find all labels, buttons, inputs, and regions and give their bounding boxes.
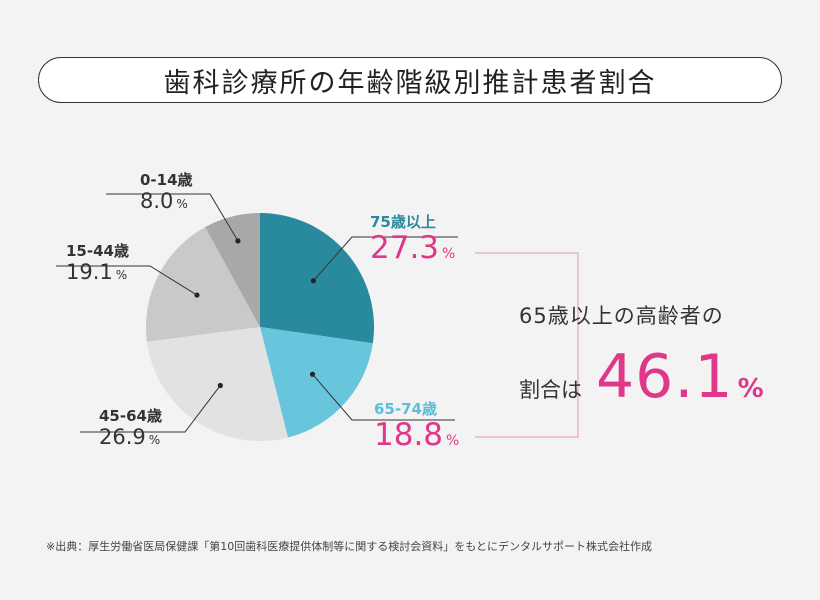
label-75-plus-value: 27.3%: [370, 230, 456, 267]
label-45-64-value: 26.9%: [99, 425, 161, 450]
pie-slice-2: [146, 327, 288, 441]
label-65-74-value: 18.8%: [374, 417, 460, 454]
label-65-74-name: 65-74歳: [374, 400, 437, 418]
leader-line-4: [106, 193, 239, 242]
leader-line-1: [312, 373, 455, 421]
label-45-64-name: 45-64歳: [99, 407, 162, 425]
pie-slice-4: [205, 213, 260, 327]
leader-line-0: [313, 236, 458, 282]
title-box: 歯科診療所の年齢階級別推計患者割合: [38, 57, 782, 103]
pie-slice-3: [145, 227, 260, 342]
summary-line1: 65歳以上の高齢者の: [519, 304, 724, 328]
summary-prefix: 割合は: [519, 378, 582, 402]
label-75-plus-name: 75歳以上: [370, 213, 436, 231]
pie-slice-0: [260, 213, 374, 344]
label-15-44-name: 15-44歳: [66, 242, 129, 260]
label-0-14: 0-14歳 8.0%: [140, 171, 193, 214]
leader-line-3: [56, 265, 198, 296]
summary-bracket: [475, 252, 579, 438]
label-15-44-value: 19.1%: [66, 260, 128, 285]
label-15-44: 15-44歳 19.1%: [66, 242, 129, 285]
label-0-14-value: 8.0%: [140, 189, 188, 214]
source-note: ※出典：厚生労働省医局保健課「第10回歯科医療提供体制等に関する検討会資料」をも…: [46, 540, 652, 553]
pie-slice-1: [260, 327, 373, 438]
label-45-64: 45-64歳 26.9%: [99, 407, 162, 450]
label-0-14-name: 0-14歳: [140, 171, 193, 189]
summary-unit: %: [737, 374, 764, 404]
label-75-plus: 75歳以上 27.3%: [370, 213, 456, 267]
leader-line-2: [80, 385, 221, 433]
summary-line2: 割合は 46.1 %: [519, 342, 764, 412]
label-65-74: 65-74歳 18.8%: [374, 400, 460, 454]
summary: 65歳以上の高齢者の 割合は 46.1 %: [519, 300, 764, 412]
chart-title: 歯科診療所の年齢階級別推計患者割合: [163, 67, 657, 99]
summary-value: 46.1: [596, 342, 734, 412]
